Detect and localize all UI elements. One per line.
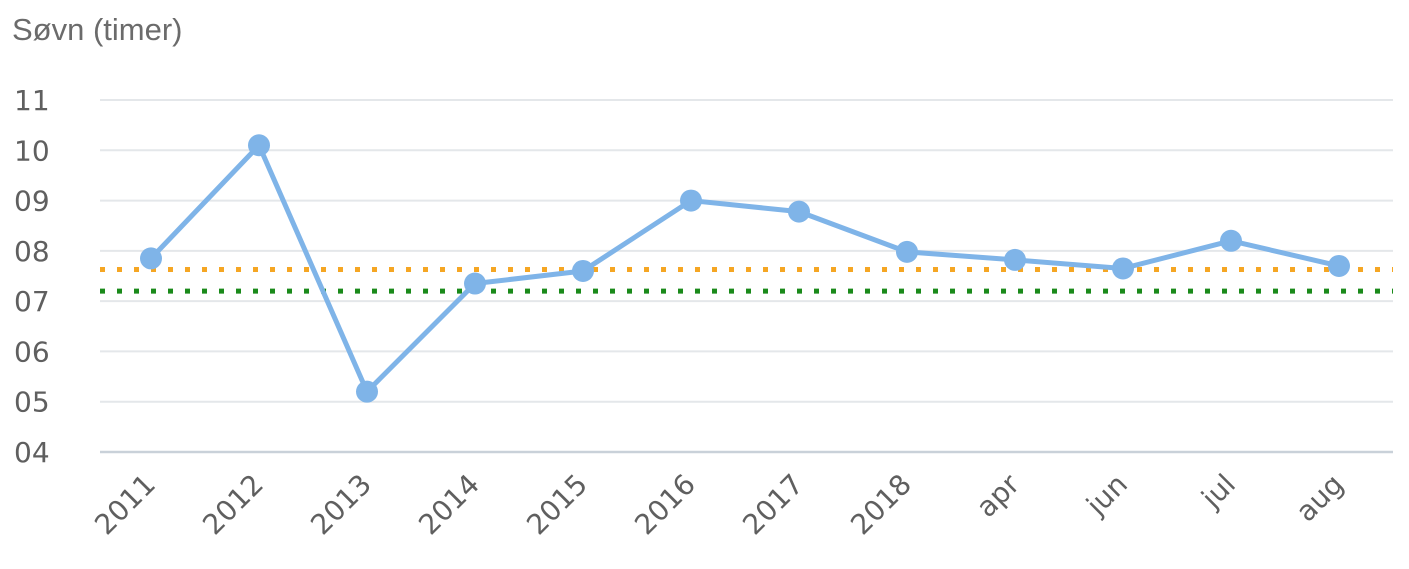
series-line-path — [148, 142, 1342, 395]
x-tick-label: 2015 — [520, 468, 594, 542]
x-tick-label: 2014 — [412, 468, 486, 542]
series-points — [140, 134, 1350, 403]
y-tick-label: 08 — [14, 235, 50, 268]
data-point — [356, 380, 378, 403]
x-tick-label: apr — [970, 467, 1027, 524]
y-tick-label: 05 — [14, 386, 50, 419]
x-tick-label: 2016 — [628, 468, 702, 542]
series-line — [148, 142, 1342, 395]
data-point — [788, 200, 810, 223]
data-point — [248, 134, 270, 157]
data-point — [1004, 248, 1026, 271]
x-tick-label: 2017 — [736, 468, 810, 542]
y-tick-label: 10 — [14, 134, 50, 167]
x-tick-label: jun — [1079, 468, 1134, 523]
data-point — [896, 240, 918, 263]
x-tick-label: jul — [1194, 468, 1242, 516]
x-tick-label: 2012 — [196, 468, 270, 542]
x-tick-label: 2013 — [304, 468, 378, 542]
reference-lines — [100, 266, 1393, 294]
x-tick-label: aug — [1289, 468, 1350, 529]
y-tick-label: 07 — [14, 285, 50, 318]
y-tick-label: 09 — [14, 185, 50, 218]
data-point — [140, 247, 162, 270]
data-point — [464, 272, 486, 295]
data-point — [1328, 254, 1350, 277]
data-point — [572, 259, 594, 282]
chart-title: Søvn (timer) — [12, 12, 183, 47]
data-point — [1112, 257, 1134, 280]
x-tick-label: 2018 — [844, 468, 918, 542]
y-tick-label: 06 — [14, 335, 50, 368]
grid-lines — [100, 99, 1393, 454]
y-tick-label: 04 — [14, 436, 50, 469]
y-axis-labels: 04 05 06 07 08 09 10 11 — [14, 84, 50, 469]
data-point — [680, 189, 702, 212]
x-axis-labels: 2011 2012 2013 2014 2015 2016 2017 2018 apr jun ju… — [88, 467, 1350, 541]
y-tick-label: 11 — [14, 84, 50, 117]
x-tick-label: 2011 — [88, 468, 162, 542]
data-point — [1220, 229, 1242, 252]
